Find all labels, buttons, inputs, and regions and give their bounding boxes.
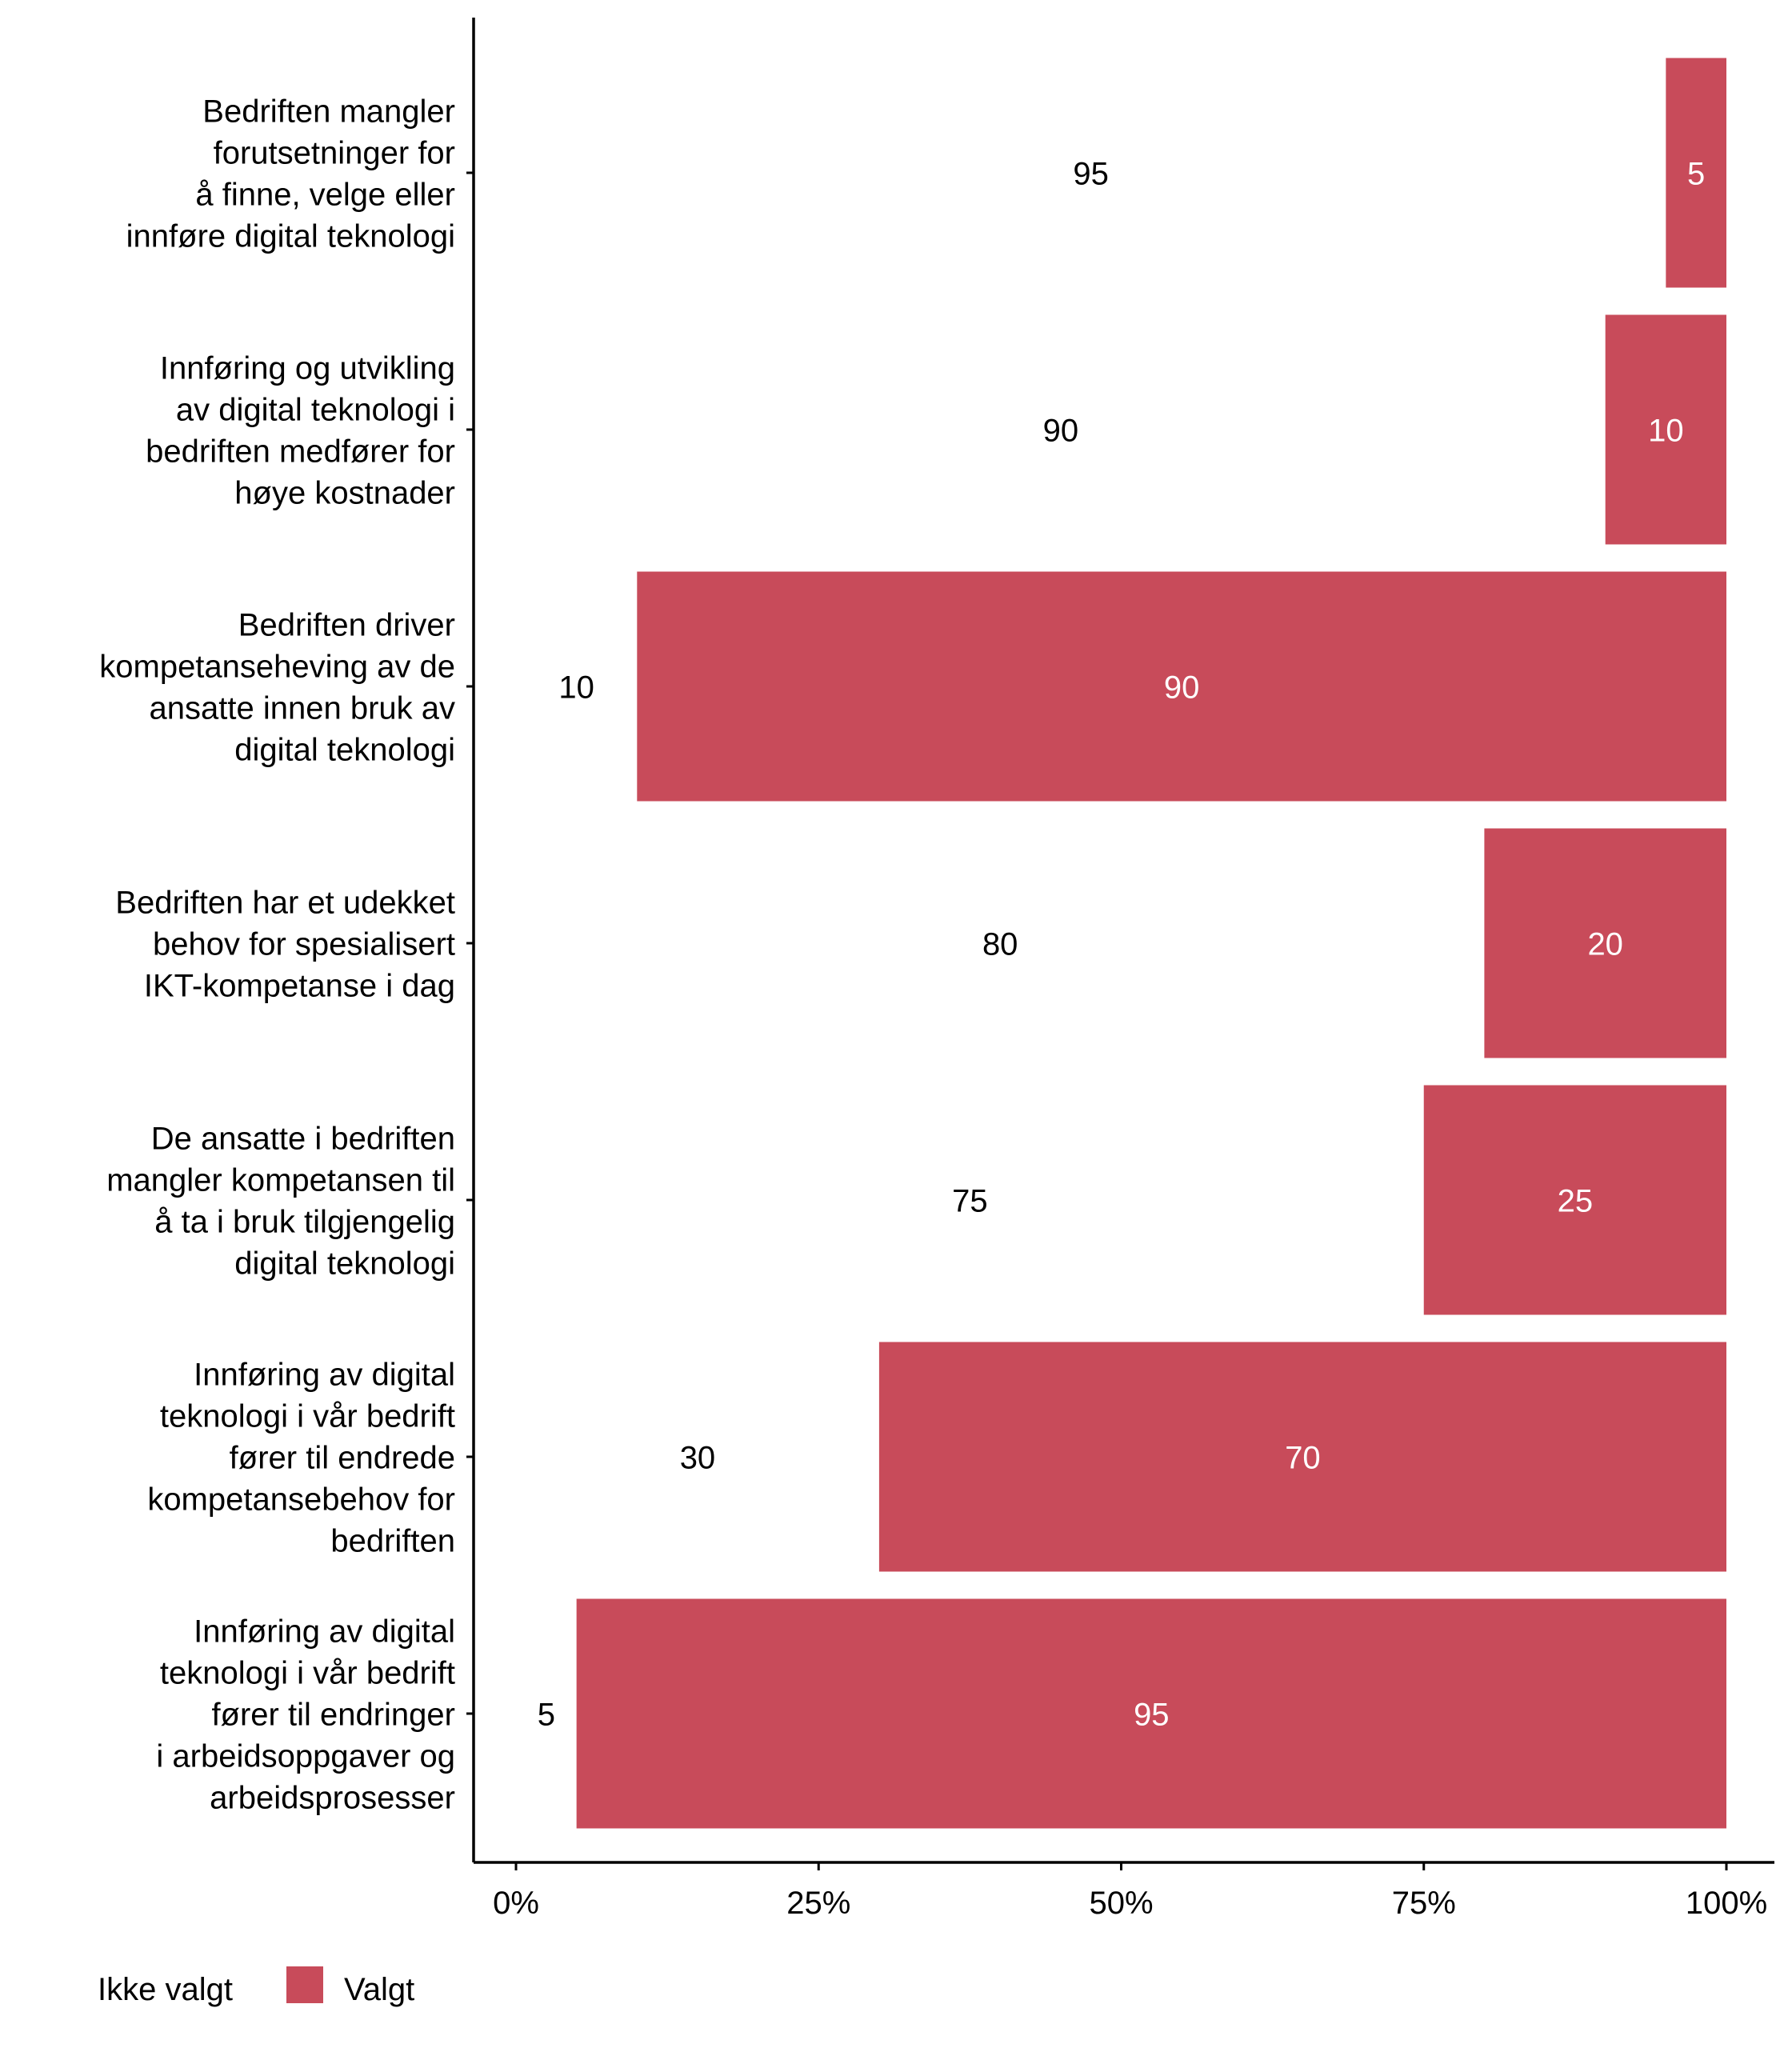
category-label-line: De ansatte i bedriften [151, 1121, 455, 1156]
x-tick-label: 0% [493, 1886, 539, 1921]
category-label-line: digital teknologi [234, 732, 455, 767]
category-label-line: Bedriften har et udekket [115, 885, 455, 920]
data-label: 90 [1043, 413, 1079, 448]
data-label: 95 [1134, 1697, 1170, 1732]
category-label: Innføring av digital teknologi i vår bedr… [156, 1614, 455, 1815]
category-label-line: ansatte innen bruk av [150, 690, 455, 726]
data-label: 75 [952, 1183, 988, 1218]
data-label: 70 [1285, 1440, 1321, 1475]
data-label: 25 [1558, 1183, 1594, 1218]
category-label-line: å finne, velge eller [195, 177, 455, 212]
category-label-line: kompetanseheving av de [99, 649, 455, 684]
category-label-line: innføre digital teknologi [126, 218, 455, 254]
bar-valgt [637, 571, 1726, 802]
bars-layer [576, 58, 1726, 1829]
data-label: 5 [1687, 156, 1705, 191]
category-label-line: teknologi i vår bedrift [160, 1655, 455, 1690]
category-label-line: høye kostnader [234, 475, 455, 510]
x-tick-label: 25% [786, 1886, 850, 1921]
category-label-line: å ta i bruk tilgjengelig [154, 1204, 455, 1239]
category-label: Bedriften mangler forutsetninger for å fin… [126, 94, 455, 254]
data-label: 90 [1164, 670, 1200, 705]
data-label: 10 [1648, 413, 1684, 448]
category-label: De ansatte i bedriften mangler kompetanse… [106, 1121, 455, 1281]
category-label-line: kompetansebehov for [147, 1482, 455, 1517]
y-axis: Bedriften mangler forutsetninger for å fin… [99, 18, 475, 1862]
category-label: Innføring av digital teknologi i vår bedr… [147, 1357, 455, 1558]
legend-swatch [286, 1966, 323, 2003]
category-label-line: fører til endrede [230, 1440, 455, 1475]
category-label-line: Innføring av digital [194, 1614, 455, 1649]
data-label: 95 [1073, 156, 1109, 191]
bar-valgt [1666, 58, 1726, 288]
category-label-line: Bedriften mangler [202, 94, 455, 129]
category-label-line: Innføring av digital [194, 1357, 455, 1392]
legend-label: Ikke valgt [98, 1972, 233, 2007]
category-label-line: digital teknologi [234, 1246, 455, 1281]
data-label: 80 [982, 926, 1018, 962]
category-label-line: forutsetninger for [214, 135, 455, 170]
category-label-line: av digital teknologi i [176, 392, 455, 427]
category-label-line: teknologi i vår bedrift [160, 1398, 455, 1434]
data-label: 30 [680, 1440, 716, 1475]
bar-valgt [576, 1598, 1726, 1829]
category-label-line: bedriften medfører for [146, 434, 455, 469]
category-label-line: bedriften [330, 1523, 455, 1558]
category-label: Innføring og utvikling av digital teknolo… [146, 350, 455, 510]
category-label-line: fører til endringer [211, 1697, 455, 1732]
data-label: 5 [538, 1697, 555, 1732]
category-label-line: Bedriften driver [238, 607, 455, 642]
data-labels-layer: 95 5 90 10 10 90 80 20 75 25 30 70 5 95 [538, 156, 1706, 1732]
bar-valgt [1484, 828, 1726, 1058]
bar-valgt [878, 1342, 1726, 1572]
data-label: 20 [1587, 926, 1623, 962]
data-label: 10 [558, 670, 594, 705]
x-axis: 0% 25% 50% 75% 100% [474, 1861, 1774, 1921]
legend-label: Valgt [344, 1972, 414, 2007]
x-tick-label: 50% [1089, 1886, 1153, 1921]
category-label-line: i arbeidsoppgaver og [156, 1738, 455, 1774]
category-label-line: Innføring og utvikling [160, 350, 455, 386]
category-label-line: mangler kompetansen til [106, 1162, 455, 1198]
legend: Ikke valgt Valgt [98, 1966, 414, 2007]
x-tick-label: 75% [1392, 1886, 1456, 1921]
category-label-line: IKT-kompetanse i dag [144, 968, 455, 1003]
category-label: Bedriften har et udekket behov for spesia… [115, 885, 455, 1003]
bar-valgt [1605, 314, 1726, 545]
category-label-line: arbeidsprosesser [210, 1780, 455, 1815]
bar-valgt [1423, 1085, 1726, 1315]
x-tick-label: 100% [1686, 1886, 1767, 1921]
category-label-line: behov for spesialisert [153, 926, 455, 962]
category-label: Bedriften driver kompetanseheving av de an… [99, 607, 455, 767]
